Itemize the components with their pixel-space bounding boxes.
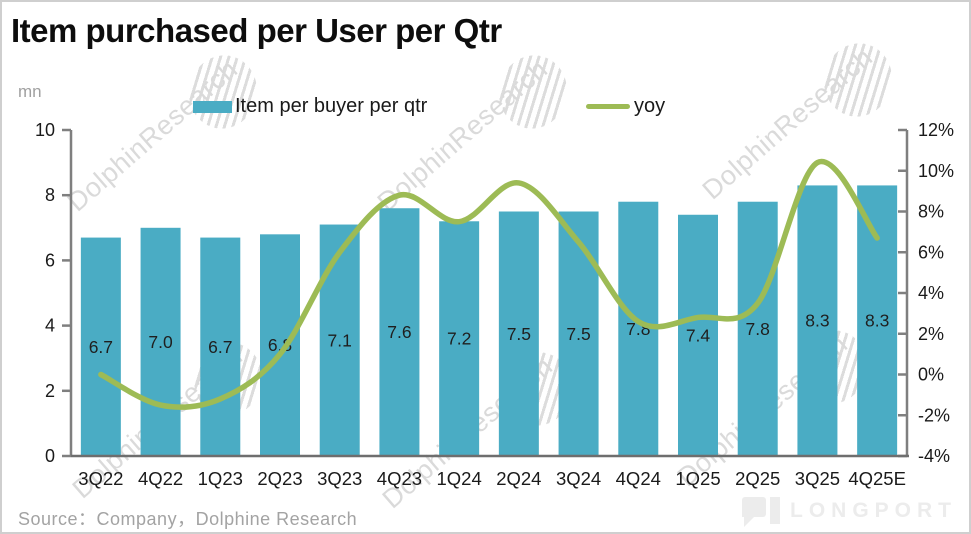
source-note: Source：Company，Dolphine Research bbox=[18, 509, 358, 529]
legend-bar-swatch bbox=[193, 100, 232, 113]
x-axis-category-label: 3Q25 bbox=[795, 468, 840, 489]
bar bbox=[80, 237, 121, 456]
x-axis-category-label: 1Q25 bbox=[675, 468, 720, 489]
bar bbox=[379, 208, 420, 456]
left-axis-tick-label: 0 bbox=[45, 446, 55, 466]
left-axis-tick-label: 4 bbox=[45, 316, 55, 336]
right-axis-tick-label: 12% bbox=[918, 120, 954, 140]
longport-watermark: LONGPORT bbox=[742, 497, 957, 527]
bar-value-label: 7.5 bbox=[507, 324, 531, 344]
right-axis-tick-label: -4% bbox=[918, 446, 950, 466]
bar-value-label: 6.7 bbox=[208, 337, 232, 357]
left-axis-tick-label: 6 bbox=[45, 250, 55, 270]
right-axis-tick-label: 6% bbox=[918, 242, 944, 262]
longport-logo-icon bbox=[742, 497, 782, 527]
legend-line-label: yoy bbox=[634, 95, 666, 117]
legend-line-swatch bbox=[586, 104, 630, 109]
bar bbox=[319, 224, 360, 456]
x-axis-category-label: 3Q23 bbox=[317, 468, 362, 489]
bar-value-label: 7.1 bbox=[328, 330, 352, 350]
x-axis-category-label: 4Q22 bbox=[138, 468, 183, 489]
right-axis-tick-label: 10% bbox=[918, 161, 954, 181]
bar-value-label: 6.7 bbox=[89, 337, 113, 357]
x-axis-category-label: 2Q23 bbox=[257, 468, 302, 489]
bar-value-label: 7.4 bbox=[686, 325, 711, 345]
legend-bar-label: Item per buyer per qtr bbox=[235, 95, 428, 117]
left-axis-tick-label: 10 bbox=[35, 120, 55, 140]
x-axis-category-label: 3Q24 bbox=[556, 468, 601, 489]
right-axis-tick-label: -2% bbox=[918, 405, 950, 425]
bar-value-label: 7.5 bbox=[566, 324, 590, 344]
right-axis-tick-label: 0% bbox=[918, 365, 944, 385]
bar-value-label: 7.8 bbox=[746, 319, 770, 339]
x-axis-category-label: 1Q24 bbox=[437, 468, 482, 489]
x-axis-category-label: 1Q23 bbox=[198, 468, 243, 489]
longport-label: LONGPORT bbox=[790, 498, 957, 522]
bar bbox=[140, 227, 181, 456]
x-axis-category-label: 3Q22 bbox=[78, 468, 123, 489]
right-axis-tick-label: 4% bbox=[918, 283, 944, 303]
legend-item-bars: Item per buyer per qtr bbox=[193, 95, 427, 118]
x-axis-category-label: 2Q25 bbox=[735, 468, 780, 489]
bar-value-label: 7.0 bbox=[148, 332, 173, 352]
bar bbox=[737, 201, 778, 456]
bar-value-label: 8.3 bbox=[865, 311, 889, 331]
bar bbox=[678, 214, 718, 456]
legend-item-yoy: yoy bbox=[586, 95, 665, 118]
bar-value-label: 7.2 bbox=[447, 329, 471, 349]
left-axis-unit-label: mn bbox=[18, 82, 42, 101]
x-axis-category-label: 4Q23 bbox=[377, 468, 422, 489]
x-axis-category-label: 2Q24 bbox=[496, 468, 541, 489]
right-axis-tick-label: 2% bbox=[918, 324, 944, 344]
right-axis-tick-label: 8% bbox=[918, 202, 944, 222]
left-axis-tick-label: 8 bbox=[45, 185, 55, 205]
bar bbox=[439, 221, 480, 456]
bar-value-label: 8.3 bbox=[805, 311, 829, 331]
bar-value-label: 7.6 bbox=[387, 322, 411, 342]
chart-title: Item purchased per User per Qtr bbox=[11, 12, 502, 49]
x-axis-category-label: 4Q24 bbox=[616, 468, 661, 489]
x-axis-category-label: 4Q25E bbox=[848, 468, 906, 489]
left-axis-tick-label: 2 bbox=[45, 381, 55, 401]
